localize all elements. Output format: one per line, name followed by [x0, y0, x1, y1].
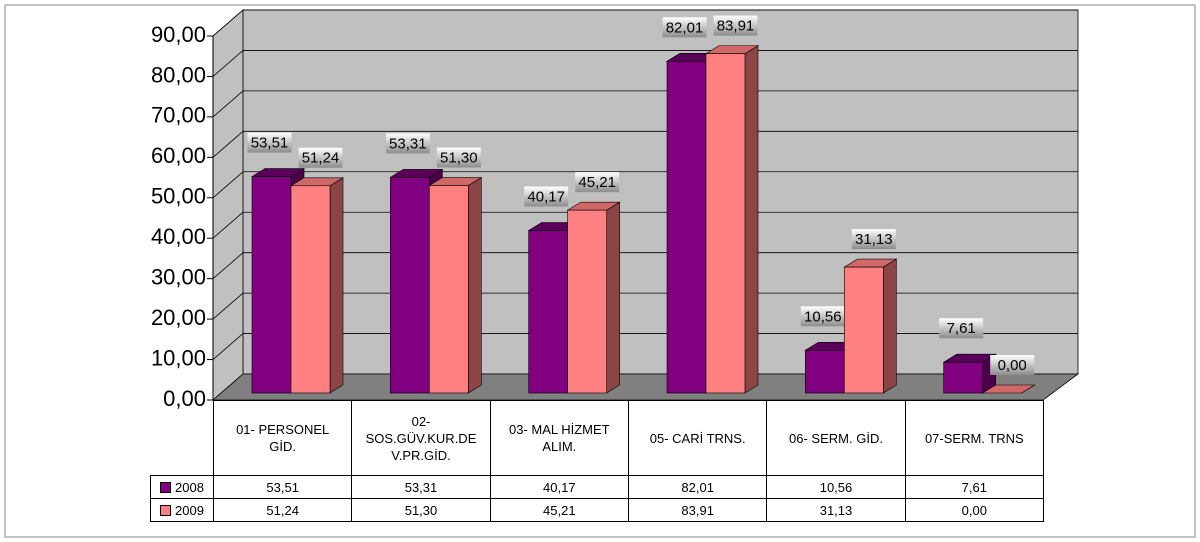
grid-line — [212, 131, 244, 158]
bar — [705, 53, 746, 394]
bar — [429, 185, 469, 394]
bar — [844, 266, 884, 394]
table-value: 40,17 — [489, 475, 629, 499]
category-cell: 01- PERSONEL GİD. — [213, 400, 353, 476]
table-value: 53,31 — [351, 475, 491, 499]
value-label-box — [524, 186, 569, 207]
grid-line — [212, 292, 244, 320]
legend-label: 2008 — [175, 479, 204, 495]
table-value: 53,51 — [213, 475, 353, 499]
bar-top — [981, 384, 1036, 394]
value-label: 40,17 — [527, 189, 565, 206]
value-label-box — [436, 147, 481, 168]
value-label: 51,30 — [440, 149, 478, 166]
value-label: 53,51 — [251, 135, 289, 152]
y-tick-label: 20,00 — [151, 305, 206, 330]
value-label: 0,00 — [998, 357, 1027, 374]
y-tick-label: 70,00 — [151, 103, 206, 128]
y-tick-label: 30,00 — [151, 264, 206, 289]
y-tick-label: 40,00 — [151, 224, 206, 249]
legend-cell: 2008 — [150, 475, 214, 499]
category-cell: 05- CARİ TRNS. — [628, 400, 768, 476]
bar-side — [883, 258, 897, 394]
legend-key — [160, 481, 172, 493]
bar — [251, 176, 292, 394]
value-label-box — [800, 306, 845, 327]
grid-line — [212, 252, 244, 279]
grid-line — [212, 9, 244, 37]
value-label: 45,21 — [578, 174, 616, 191]
category-cell: 02- SOS.GÜV.KUR.DEV.PR.GİD. — [351, 400, 491, 476]
value-label: 82,01 — [666, 19, 704, 36]
y-tick-label: 10,00 — [151, 345, 206, 370]
legend-cell: 2009 — [150, 498, 214, 522]
grid-line — [212, 211, 244, 239]
bar-side — [329, 177, 344, 394]
table-value: 82,01 — [628, 475, 768, 499]
value-label: 10,56 — [804, 308, 842, 325]
category-cell: 03- MAL HİZMET ALIM. — [489, 400, 629, 476]
value-label: 53,31 — [389, 135, 427, 152]
y-tick-label: 50,00 — [151, 184, 206, 209]
bar — [666, 61, 707, 394]
category-cell: 07-SERM. TRNS — [904, 400, 1044, 476]
grid-line — [212, 171, 244, 199]
table-value: 10,56 — [766, 475, 906, 499]
table-value: 0,00 — [904, 498, 1044, 522]
value-label-box — [662, 17, 707, 38]
value-label-box — [990, 355, 1035, 375]
grid-line — [212, 90, 244, 118]
side-wall — [212, 9, 244, 401]
grid-line — [212, 333, 244, 360]
bar-side — [468, 176, 482, 394]
bar-side — [744, 45, 759, 394]
bar — [567, 209, 607, 394]
y-tick-label: 60,00 — [151, 143, 206, 168]
bar — [943, 361, 983, 394]
y-tick-label: 80,00 — [151, 62, 206, 87]
value-label-box — [298, 147, 343, 168]
value-label: 51,24 — [302, 150, 340, 167]
value-label: 31,13 — [855, 231, 893, 248]
table-value: 51,30 — [351, 498, 491, 522]
value-label: 83,91 — [717, 18, 755, 35]
value-label-box — [851, 229, 896, 250]
y-tick-label: 0,00 — [163, 386, 206, 411]
table-value: 51,24 — [213, 498, 353, 522]
category-cell: 06- SERM. GİD. — [766, 400, 906, 476]
value-label-box — [385, 133, 430, 154]
value-label: 7,61 — [947, 320, 976, 337]
legend-label: 2009 — [175, 502, 204, 518]
table-value: 7,61 — [904, 475, 1044, 499]
bar — [528, 230, 568, 394]
bar — [290, 185, 331, 394]
value-label-box — [939, 318, 984, 339]
legend-key — [160, 504, 172, 516]
value-label-box — [575, 172, 620, 193]
table-value: 31,13 — [766, 498, 906, 522]
y-tick-label: 90,00 — [151, 22, 206, 47]
bar — [390, 177, 430, 394]
table-value: 45,21 — [489, 498, 629, 522]
value-label-box — [247, 132, 292, 153]
table-value: 83,91 — [628, 498, 768, 522]
bar-side — [606, 201, 620, 394]
value-label-box — [713, 15, 758, 36]
bar — [805, 349, 845, 394]
grid-line — [212, 50, 244, 77]
